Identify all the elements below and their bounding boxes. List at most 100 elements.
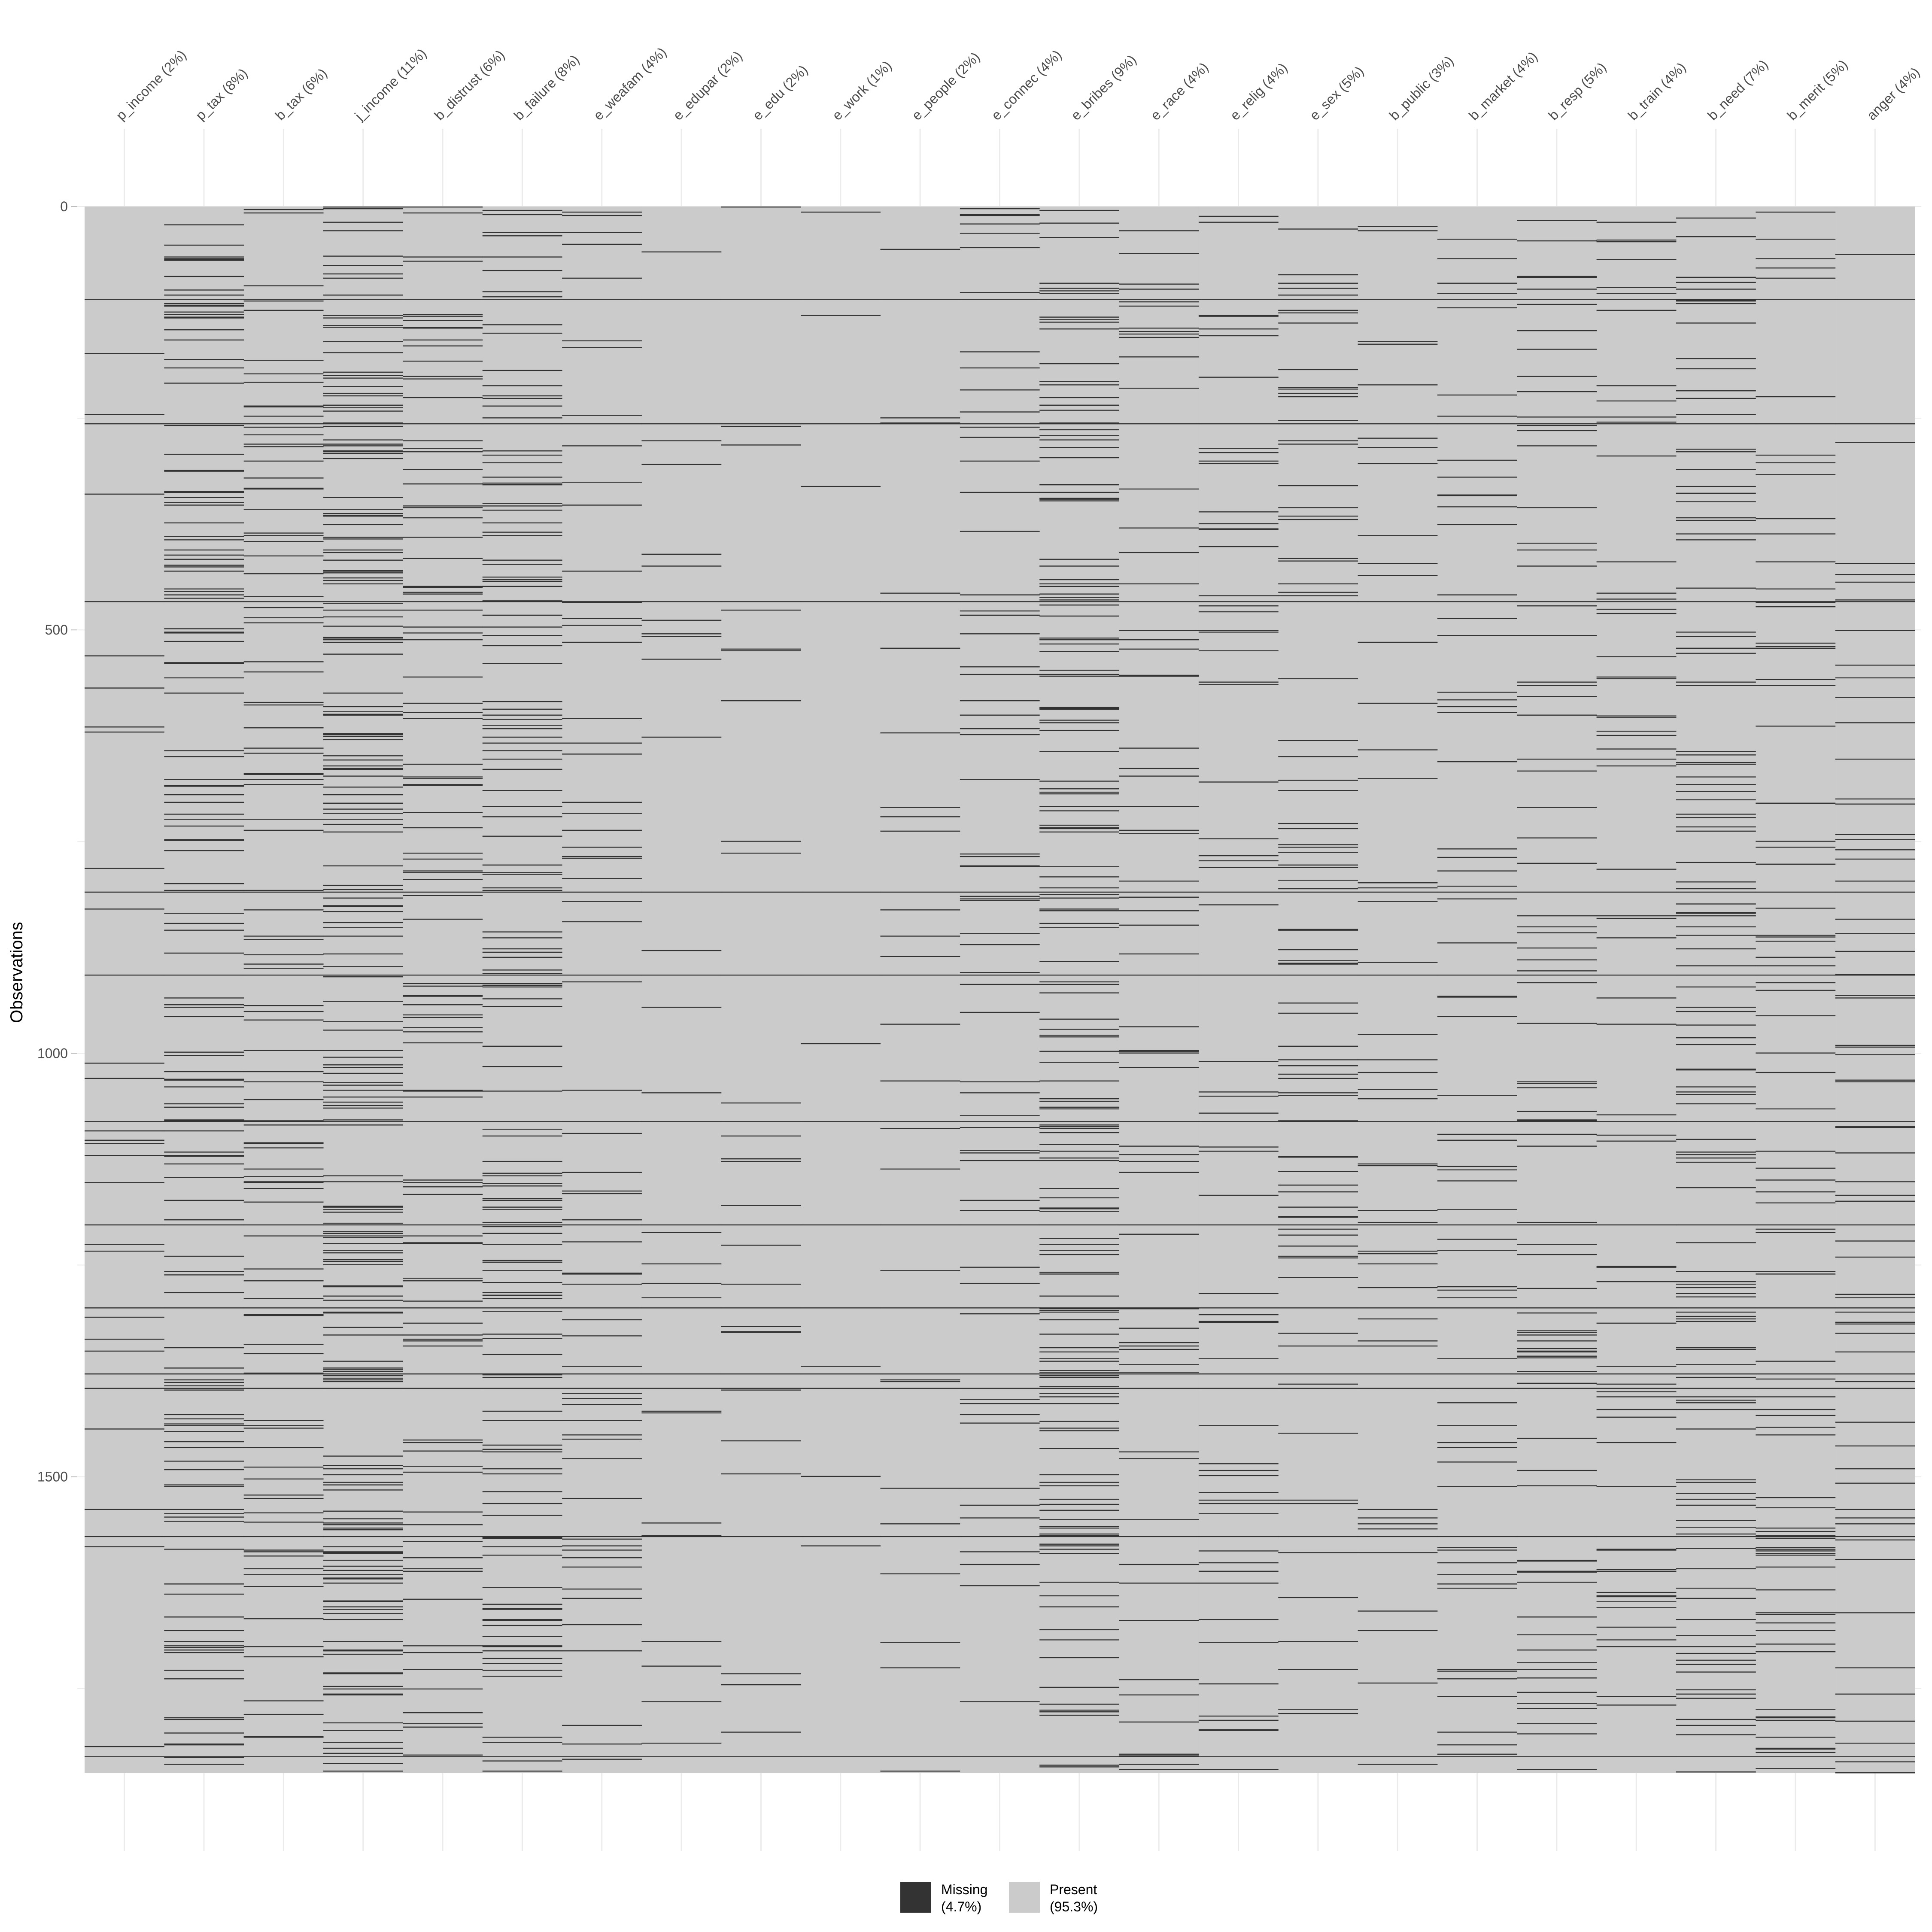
missing-cell xyxy=(1119,1756,1199,1757)
missing-cell xyxy=(562,1133,642,1134)
missing-cell xyxy=(323,735,403,737)
labels-layer: p_income (2%) p_tax (8%) b_tax (6%) j_incom… xyxy=(113,44,1923,124)
missing-cell xyxy=(164,750,244,751)
missing-cell xyxy=(960,700,1040,702)
missing-cell xyxy=(562,1172,642,1173)
missing-cell xyxy=(1596,613,1677,614)
missing-cell xyxy=(1039,1766,1120,1768)
missing-cell xyxy=(243,406,324,407)
missing-cell xyxy=(1039,1272,1120,1273)
missing-cell xyxy=(562,602,642,603)
missing-cell xyxy=(1517,1649,1597,1651)
missing-cell xyxy=(243,446,324,447)
missing-cell xyxy=(562,445,642,447)
missing-cell xyxy=(323,603,403,604)
missing-cell xyxy=(164,1447,244,1449)
missing-cell xyxy=(243,1182,324,1183)
missing-cell xyxy=(880,891,960,893)
missing-cell xyxy=(960,944,1040,945)
missing-cell xyxy=(1676,1318,1756,1320)
missing-cell xyxy=(482,324,562,325)
missing-cell xyxy=(482,522,562,524)
missing-cell xyxy=(1517,430,1597,431)
missing-cell xyxy=(1358,1318,1438,1320)
missing-cell xyxy=(1676,533,1756,535)
missing-cell xyxy=(403,1536,483,1537)
missing-cell xyxy=(1676,1283,1756,1285)
missing-cell xyxy=(482,1388,562,1389)
missing-cell xyxy=(1198,511,1279,513)
missing-cell xyxy=(85,1350,164,1352)
missing-cell xyxy=(482,1491,562,1492)
missing-cell xyxy=(403,586,483,587)
present-column xyxy=(1119,207,1199,1773)
missing-cell xyxy=(1756,1167,1836,1169)
missing-cell xyxy=(1039,1393,1120,1394)
missing-cell xyxy=(323,208,403,210)
missing-cell xyxy=(323,1371,403,1372)
missing-cell xyxy=(403,1466,483,1467)
missing-cell xyxy=(1278,1092,1358,1094)
missing-cell xyxy=(1278,963,1358,965)
missing-cell xyxy=(482,405,562,407)
missing-cell xyxy=(641,1121,722,1122)
missing-cell xyxy=(243,1050,324,1051)
missing-cell xyxy=(801,1121,881,1122)
missing-cell xyxy=(1676,1103,1756,1105)
missing-cell xyxy=(641,1536,722,1537)
missing-cell xyxy=(960,1224,1040,1226)
missing-cell xyxy=(1676,1154,1756,1155)
missing-cell xyxy=(880,422,960,424)
missing-cell xyxy=(403,1388,483,1389)
missing-cell xyxy=(1835,1558,1915,1560)
missing-cell xyxy=(960,1200,1040,1201)
missing-cell xyxy=(1278,844,1358,845)
missing-cell xyxy=(403,1179,483,1181)
missing-cell xyxy=(403,1339,483,1340)
missing-cell xyxy=(1676,1315,1756,1317)
missing-cell xyxy=(1278,396,1358,398)
missing-cell xyxy=(1198,1425,1279,1426)
missing-cell xyxy=(164,1388,244,1389)
missing-cell xyxy=(1835,918,1915,920)
missing-cell xyxy=(1676,751,1756,752)
missing-cell xyxy=(323,1334,403,1336)
present-column xyxy=(243,207,324,1773)
missing-cell xyxy=(482,816,562,817)
missing-cell xyxy=(1835,1667,1915,1668)
missing-cell xyxy=(1596,1639,1677,1640)
missing-cell xyxy=(641,950,722,951)
missing-cell xyxy=(323,513,403,514)
missing-cell xyxy=(323,277,403,279)
missing-cell xyxy=(1756,518,1836,519)
missing-cell xyxy=(482,586,562,587)
column-label: e_work (1%) xyxy=(829,58,894,123)
missing-cell xyxy=(1517,1536,1597,1537)
missing-cell xyxy=(1437,1388,1517,1389)
missing-cell xyxy=(1835,298,1915,300)
missing-cell xyxy=(1756,1630,1836,1631)
missing-cell xyxy=(1835,563,1915,564)
missing-cell xyxy=(1039,651,1120,652)
missing-cell xyxy=(1278,864,1358,866)
missing-cell xyxy=(323,966,403,967)
missing-cell xyxy=(482,484,562,486)
present-column xyxy=(721,207,801,1773)
missing-cell xyxy=(1676,1037,1756,1039)
missing-cell xyxy=(164,259,244,260)
missing-cell xyxy=(1437,618,1517,620)
missing-cell xyxy=(1756,1537,1836,1539)
missing-cell xyxy=(880,1667,960,1668)
missing-cell xyxy=(243,774,324,775)
missing-cell xyxy=(1039,984,1120,985)
y-tick-label: 1000 xyxy=(37,1045,68,1061)
missing-cell xyxy=(1756,647,1836,649)
missing-cell xyxy=(1278,1713,1358,1714)
missing-cell xyxy=(1278,228,1358,230)
missing-cell xyxy=(243,1071,324,1072)
missing-cell xyxy=(85,1224,164,1226)
present-column xyxy=(880,207,960,1773)
missing-cell xyxy=(1198,1503,1279,1504)
missing-cell xyxy=(1039,1295,1120,1297)
missing-cell xyxy=(403,858,483,860)
